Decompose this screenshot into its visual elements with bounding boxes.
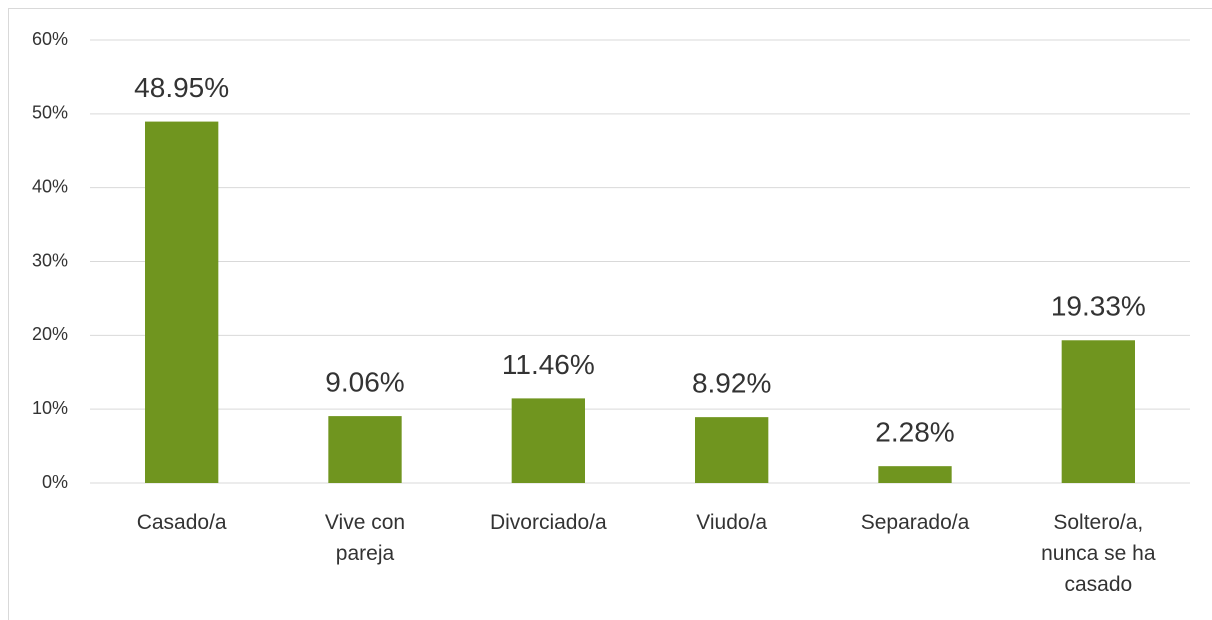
y-tick-label: 40% — [32, 176, 68, 196]
bar — [511, 398, 585, 483]
y-tick-label: 50% — [32, 103, 68, 123]
y-tick-label: 10% — [32, 398, 68, 418]
value-label: 2.28% — [875, 417, 954, 448]
value-label: 11.46% — [502, 349, 595, 380]
x-tick-label: Divorciado/a — [490, 511, 607, 534]
value-label: 48.95% — [134, 72, 229, 103]
x-tick-line: casado — [1064, 573, 1132, 596]
y-tick-label: 20% — [32, 324, 68, 344]
x-tick-line: pareja — [336, 542, 395, 565]
x-tick-line: Soltero/a, — [1053, 511, 1143, 534]
x-tick-line: Divorciado/a — [490, 511, 607, 534]
x-tick-label: Vive con pareja — [325, 511, 405, 565]
bar — [1061, 340, 1135, 483]
x-tick-line: Casado/a — [137, 511, 227, 534]
y-tick-label: 30% — [32, 250, 68, 270]
x-tick-line: Separado/a — [861, 511, 970, 534]
bar — [695, 417, 769, 483]
value-label: 19.33% — [1051, 291, 1146, 322]
x-tick-line: nunca se ha — [1041, 542, 1156, 565]
x-tick-line: Viudo/a — [696, 511, 767, 534]
bar — [328, 416, 402, 483]
x-tick-label: Viudo/a — [696, 511, 767, 534]
x-tick-label: Casado/a — [137, 511, 227, 534]
bar — [878, 466, 952, 483]
x-tick-line: Vive con — [325, 511, 405, 534]
value-label: 8.92% — [692, 368, 771, 399]
y-tick-label: 0% — [42, 472, 68, 492]
x-tick-label: Soltero/a, nunca se ha casado — [1041, 511, 1156, 596]
value-label: 9.06% — [325, 366, 404, 397]
x-tick-label: Separado/a — [861, 511, 970, 534]
y-tick-label: 60% — [32, 29, 68, 49]
bar — [145, 121, 219, 484]
